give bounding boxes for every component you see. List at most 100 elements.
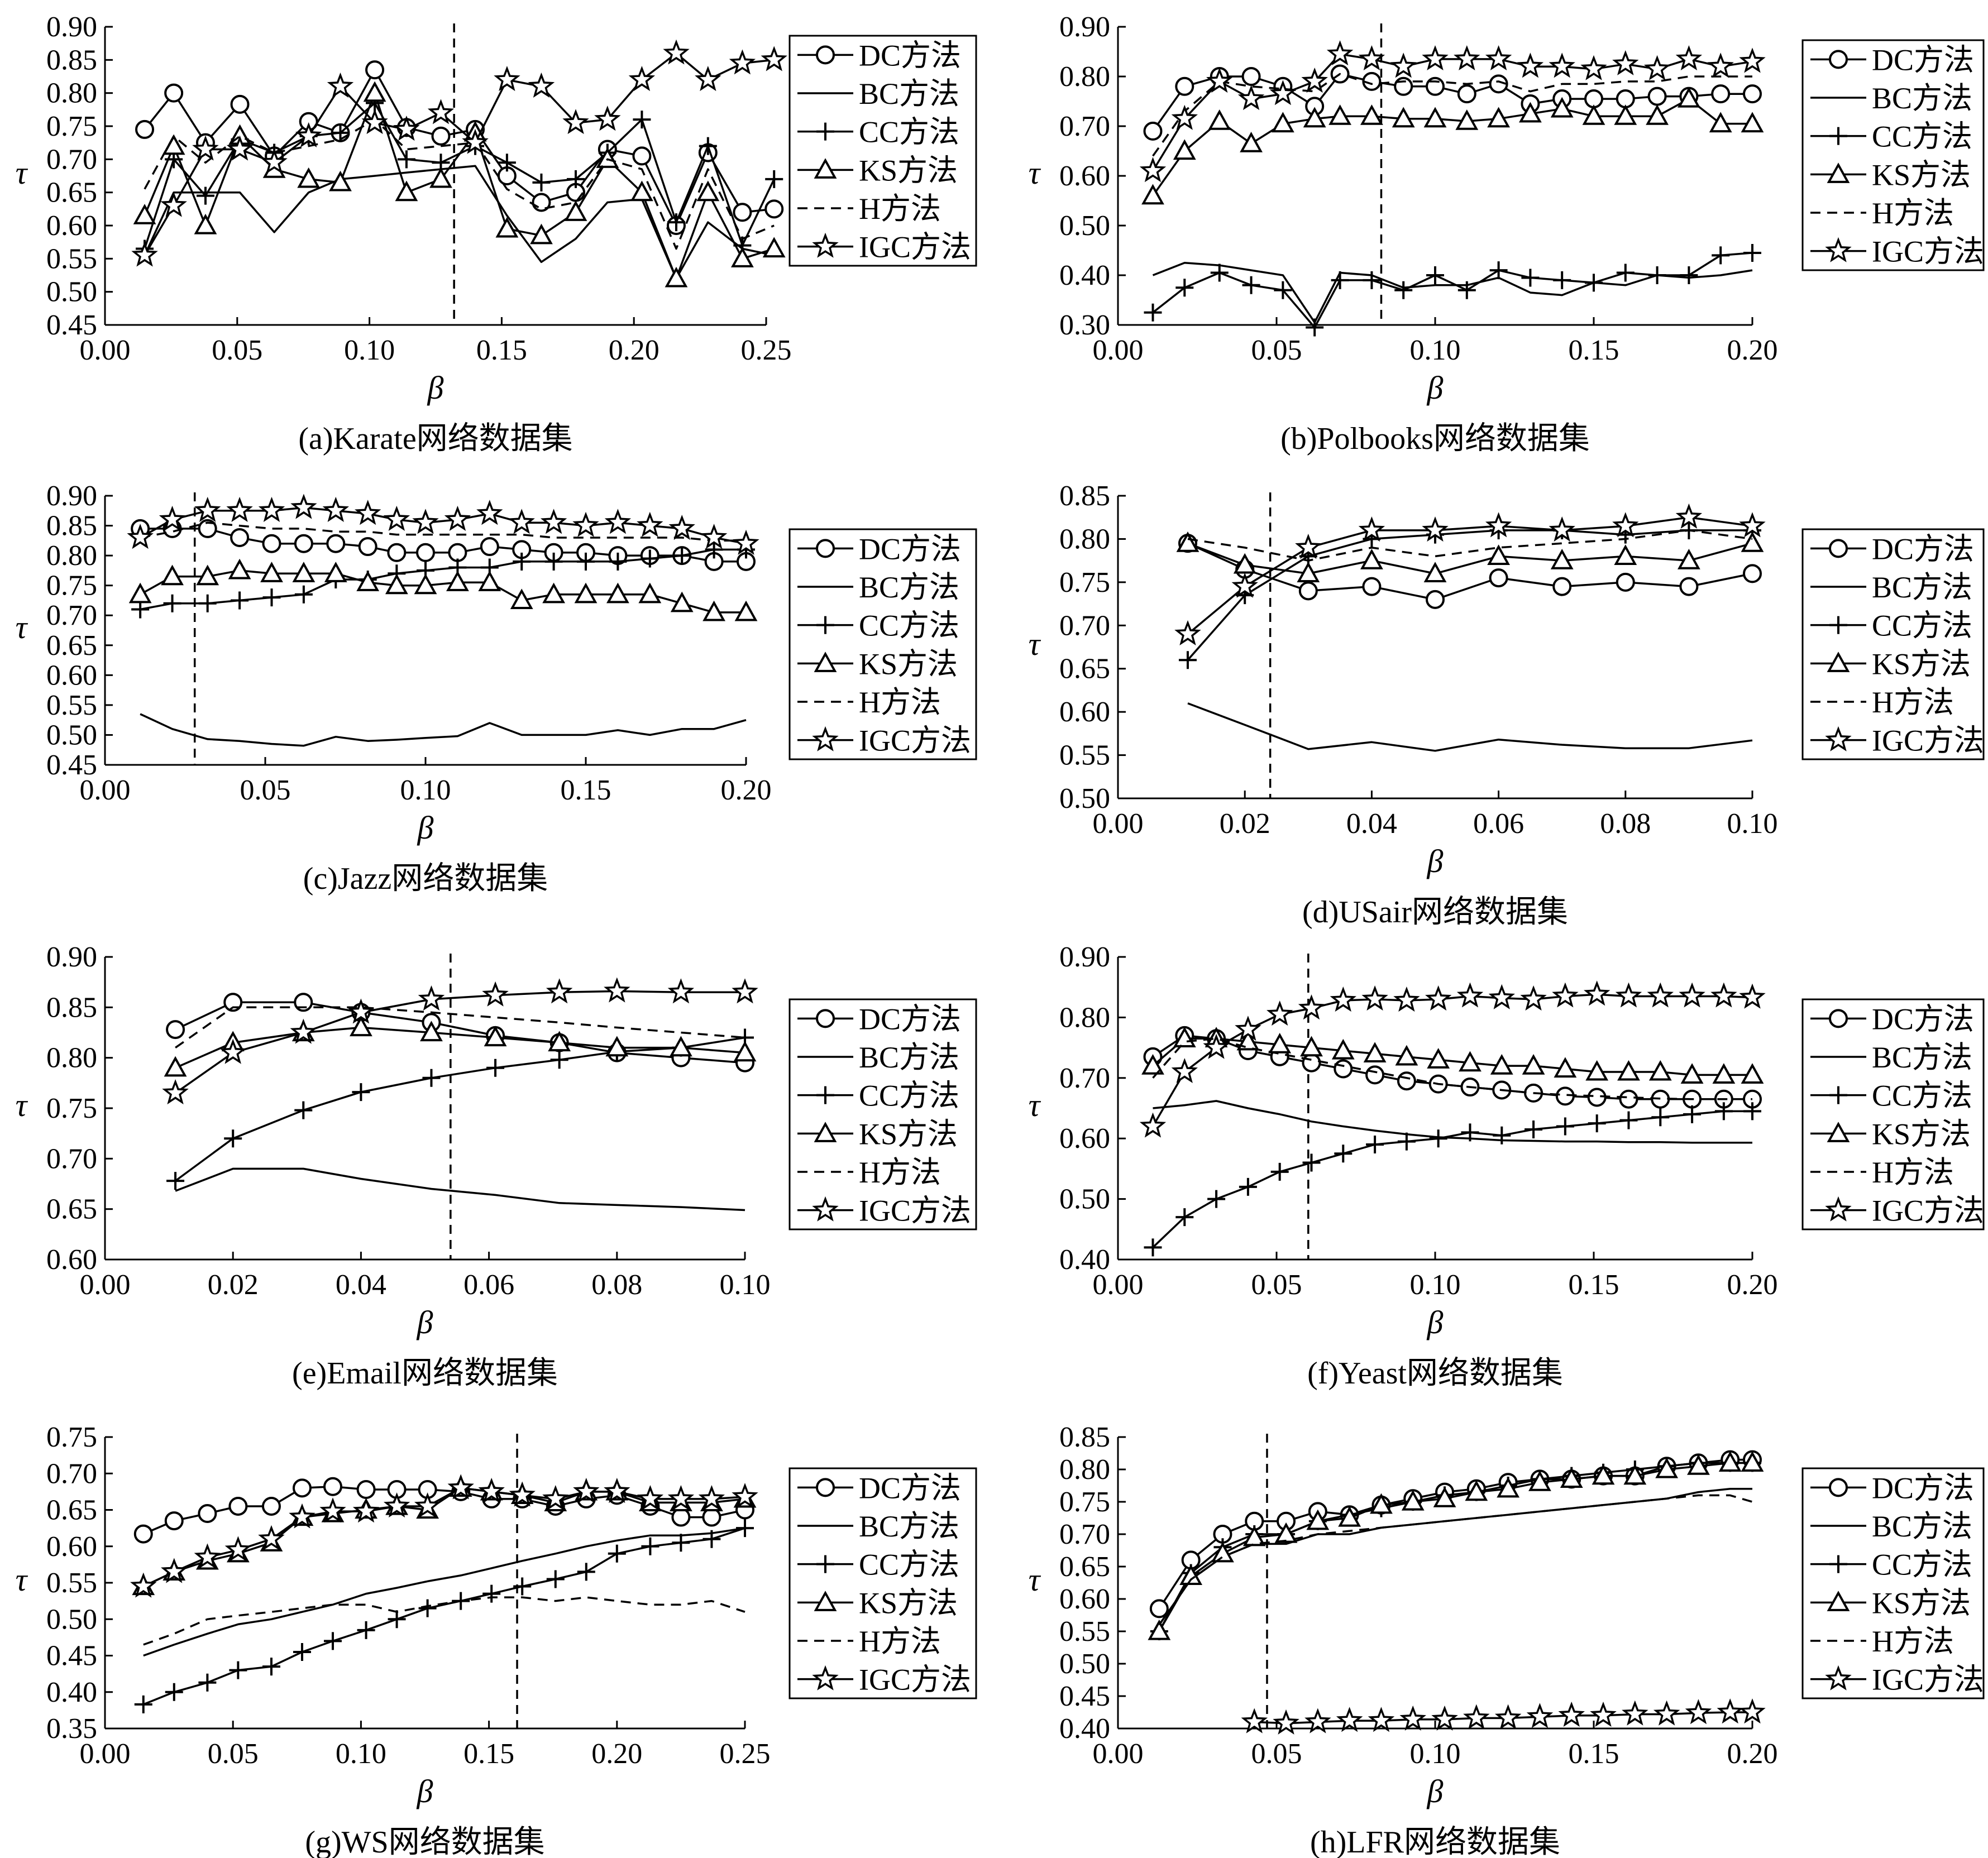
data-point: [1461, 1123, 1479, 1142]
legend-swatch-marker: [816, 1555, 834, 1573]
data-point: [1143, 121, 1163, 141]
legend-box: [788, 35, 977, 267]
panel-caption: (b)Polbooks网络数据集: [1280, 422, 1590, 456]
x-tick-label: 0.15: [1569, 334, 1619, 366]
legend-label: H方法: [1872, 1156, 1954, 1189]
data-point: [462, 128, 489, 154]
legend-label: BC方法: [1872, 82, 1972, 115]
data-point: [1520, 985, 1547, 1011]
data-point: [448, 543, 467, 562]
data-point: [1743, 84, 1762, 104]
y-tick-label: 0.75: [46, 111, 97, 142]
data-point: [385, 573, 408, 595]
data-point: [1425, 985, 1452, 1011]
x-tick-label: 0.10: [1410, 1269, 1461, 1301]
data-point: [297, 167, 321, 188]
legend-box: [1801, 998, 1985, 1230]
data-point: [498, 154, 516, 172]
data-point: [133, 204, 156, 224]
data-point: [161, 1558, 188, 1583]
y-tick-label: 0.80: [1059, 523, 1110, 555]
data-point: [1363, 1042, 1387, 1063]
y-tick-label: 0.70: [1059, 610, 1110, 641]
data-point: [1241, 1708, 1268, 1734]
y-tick-label: 0.60: [1059, 1123, 1110, 1155]
data-point: [422, 1069, 441, 1087]
data-point: [414, 1492, 441, 1518]
data-point: [1457, 281, 1476, 299]
y-tick-label: 0.85: [46, 510, 97, 542]
data-point: [292, 562, 316, 582]
legend-swatch-marker: [814, 1591, 837, 1611]
data-point: [290, 494, 317, 519]
legend-label: CC方法: [1872, 1079, 1972, 1113]
series-line: [144, 92, 775, 280]
legend-label: DC方法: [1872, 1471, 1974, 1505]
y-tick-label: 0.85: [46, 44, 97, 76]
data-point: [228, 1496, 248, 1516]
legend-label: CC方法: [1872, 120, 1972, 154]
data-point: [733, 1041, 757, 1062]
series-line: [144, 69, 775, 227]
data-point: [1358, 516, 1385, 542]
data-point: [1269, 80, 1297, 106]
data-point: [542, 582, 565, 604]
y-tick-label: 0.60: [1059, 160, 1110, 192]
y-tick-label: 0.75: [46, 1421, 97, 1453]
x-tick-label: 0.20: [609, 334, 660, 366]
data-point: [637, 1485, 664, 1511]
data-point: [1431, 1705, 1458, 1731]
data-point: [1552, 982, 1579, 1008]
data-point: [1211, 1541, 1234, 1563]
legend-box: [788, 1467, 977, 1699]
chart-panel-4: 0.50 0.55 0.60 0.65 0.70 0.75 0.80 0.85 0.00 0.02…: [1029, 480, 1985, 930]
data-point: [608, 1544, 626, 1563]
data-point: [1741, 1063, 1764, 1084]
legend-label: BC方法: [859, 77, 959, 111]
y-tick-label: 0.55: [46, 1567, 97, 1599]
legend-label: H方法: [859, 1625, 941, 1658]
data-point: [1711, 84, 1731, 104]
data-point: [1648, 266, 1666, 284]
data-point: [134, 1695, 152, 1713]
data-point: [1739, 1698, 1766, 1724]
x-tick-label: 0.10: [720, 1269, 771, 1301]
data-point: [641, 549, 659, 568]
data-point: [258, 496, 285, 522]
data-point: [1273, 1709, 1299, 1735]
data-point: [1370, 1493, 1393, 1514]
data-point: [1334, 1059, 1353, 1079]
y-tick-label: 0.90: [46, 11, 97, 43]
y-axis-label: τ: [16, 1087, 28, 1123]
x-tick-label: 0.10: [344, 334, 395, 366]
data-point: [387, 543, 407, 562]
y-tick-label: 0.55: [46, 243, 97, 275]
series-line: [143, 1527, 746, 1657]
data-point: [196, 186, 214, 205]
data-point: [1743, 243, 1761, 262]
series-KS方法: [1176, 531, 1764, 582]
y-axis-label: τ: [1029, 155, 1041, 191]
data-point: [1680, 266, 1698, 284]
series-BC方法: [1152, 262, 1753, 324]
x-axis-label: β: [427, 370, 444, 406]
legend-swatch-marker: [814, 1122, 837, 1142]
data-point: [1179, 1564, 1203, 1585]
data-point: [1176, 531, 1200, 552]
data-point: [1619, 1089, 1638, 1109]
series-DC方法: [1143, 64, 1762, 141]
data-point: [736, 1519, 754, 1538]
data-point: [131, 600, 150, 619]
legend-label: CC方法: [1872, 609, 1972, 643]
data-point: [1612, 50, 1639, 75]
series-BC方法: [1158, 1488, 1752, 1626]
series-KS方法: [1141, 87, 1764, 205]
x-tick-label: 0.04: [1346, 808, 1397, 840]
data-point: [261, 1496, 281, 1516]
series-line: [1152, 1110, 1752, 1248]
y-tick-label: 0.75: [46, 570, 97, 602]
data-point: [1298, 994, 1325, 1020]
x-tick-label: 0.04: [336, 1269, 386, 1301]
y-tick-label: 0.60: [1059, 1583, 1110, 1615]
data-point: [224, 1536, 252, 1562]
